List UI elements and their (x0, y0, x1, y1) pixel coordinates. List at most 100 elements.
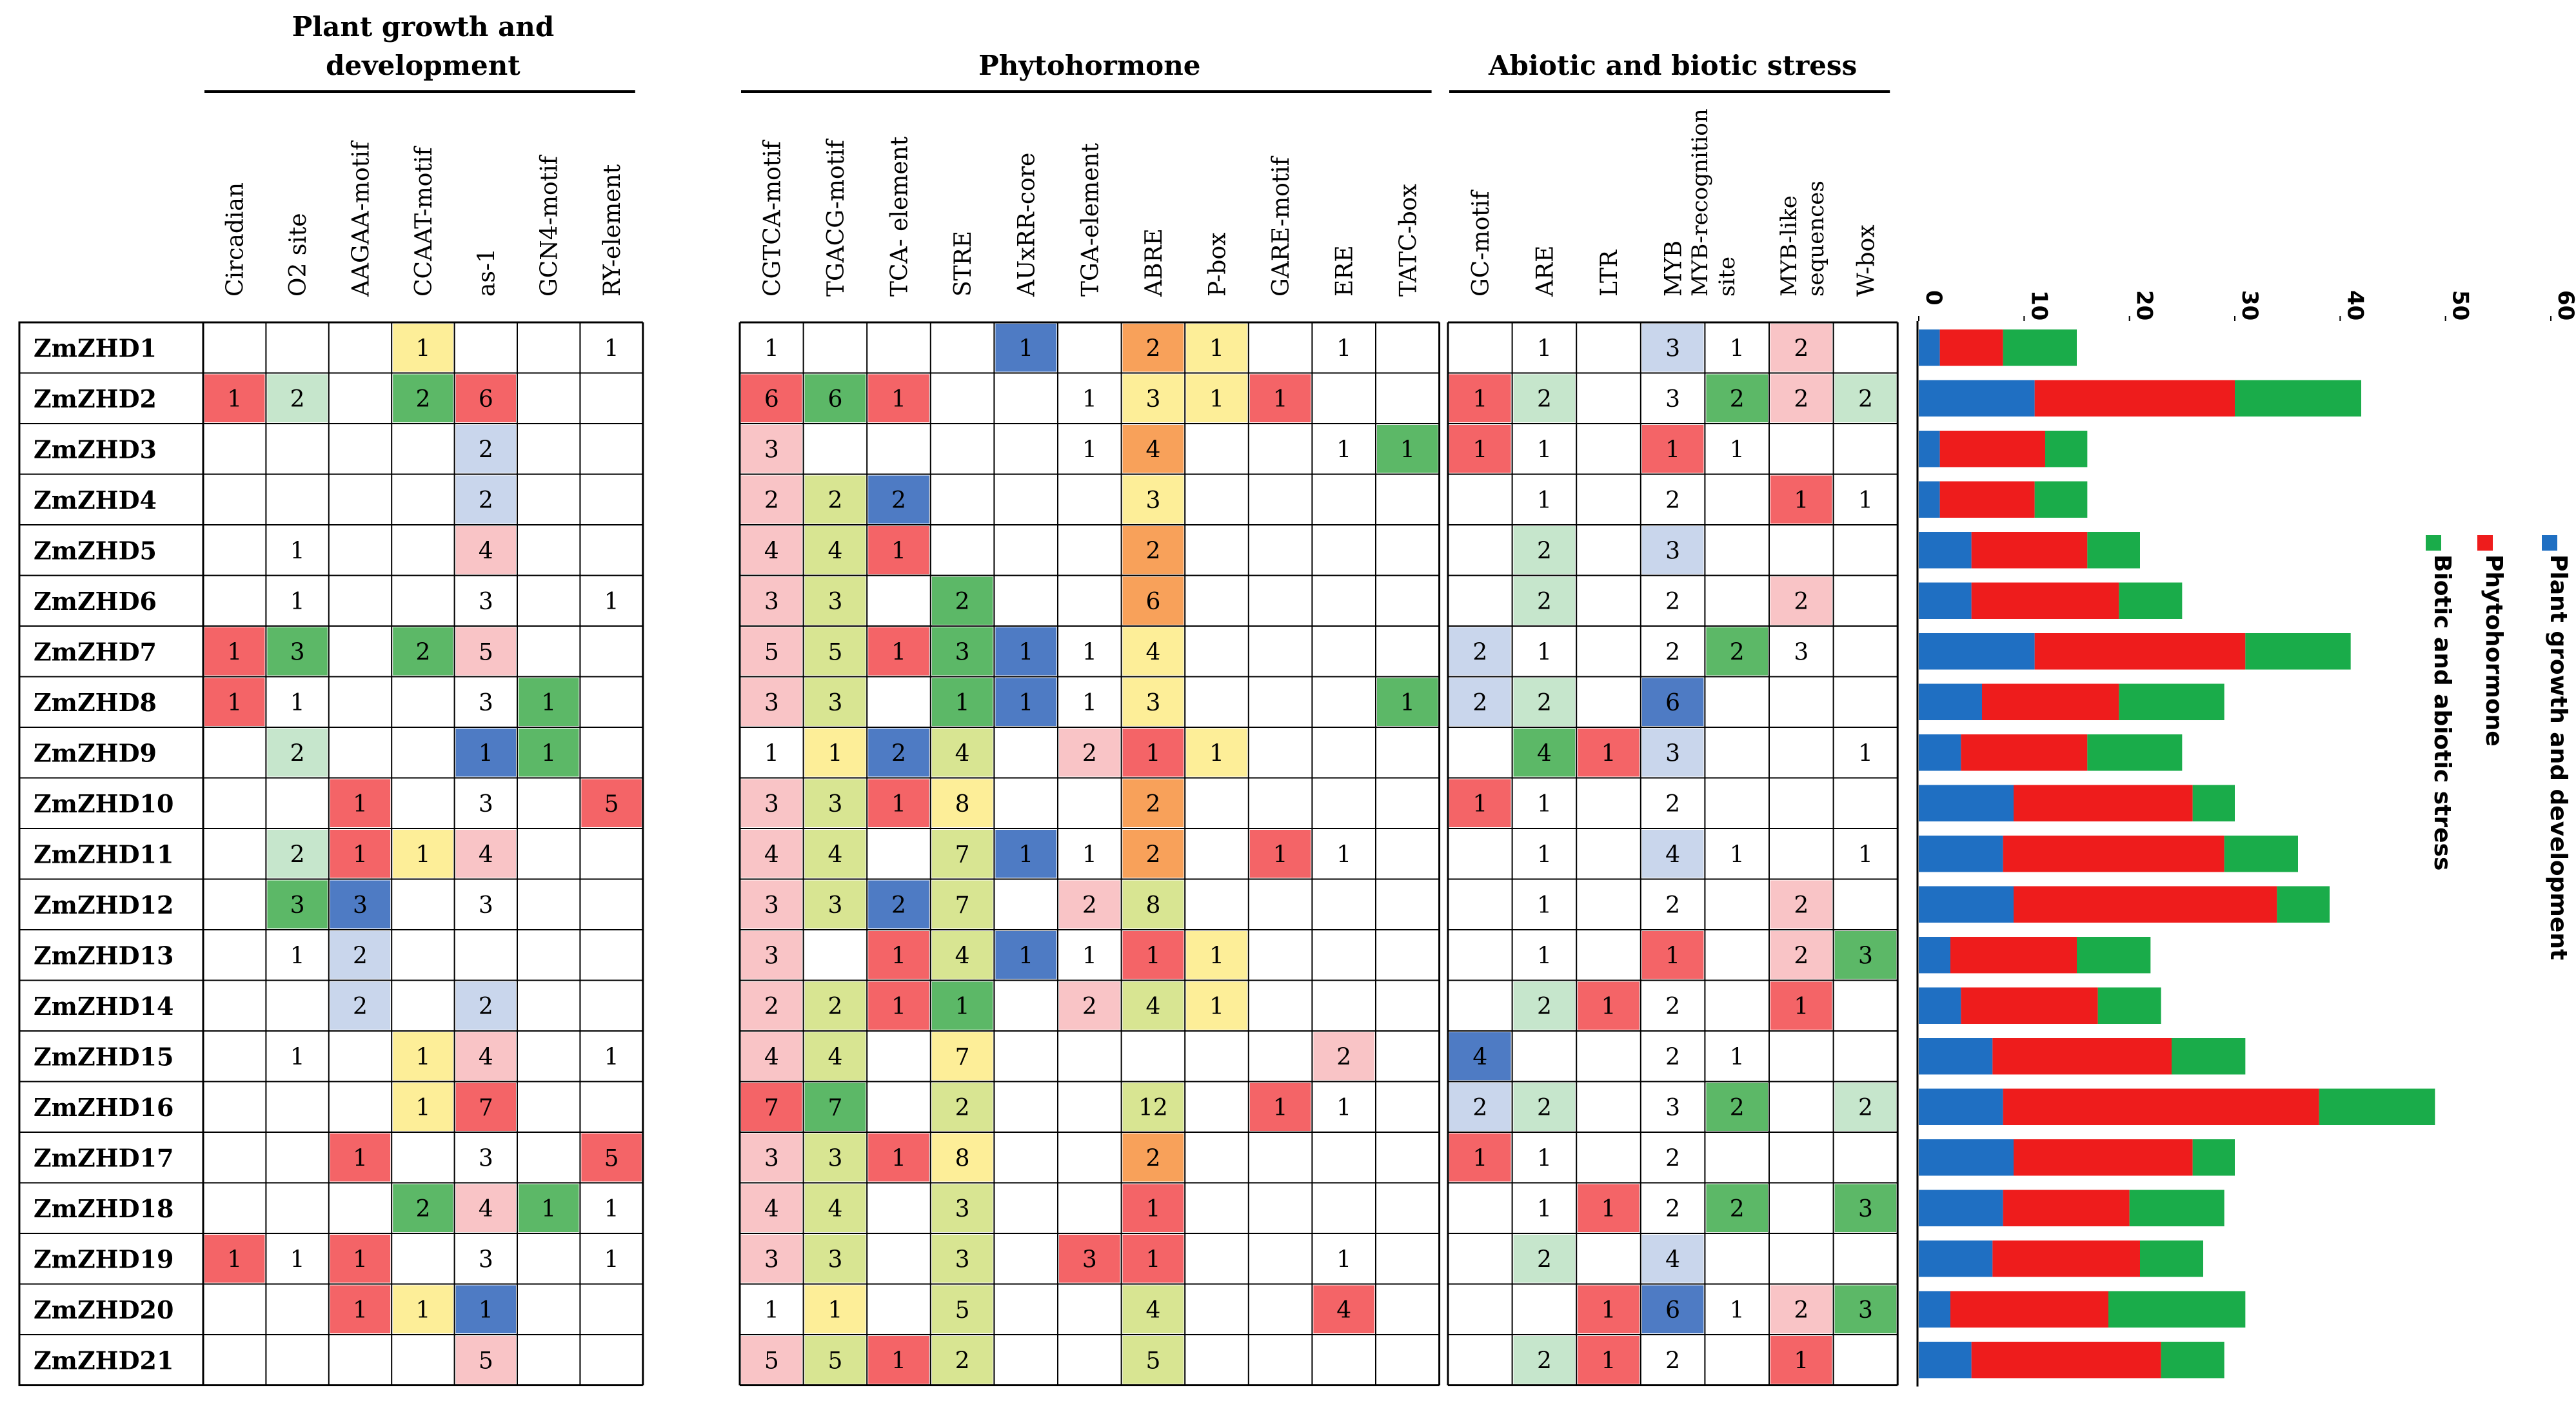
heatmap-cell (1377, 1184, 1438, 1232)
heatmap-cell (455, 324, 516, 372)
cell-value: 2 (1537, 538, 1552, 564)
heatmap-cell (868, 1235, 929, 1283)
row-label-zmzhd5: ZmZHD5 (34, 536, 157, 565)
heatmap-cell (519, 880, 579, 928)
heatmap-cell (330, 981, 391, 1030)
row-label-zmzhd14: ZmZHD14 (34, 992, 173, 1021)
heatmap-cell (330, 324, 391, 372)
heatmap-cell (804, 324, 866, 372)
cell-value: 3 (479, 589, 493, 615)
heatmap-cell (204, 627, 265, 676)
heatmap-cell (204, 576, 265, 625)
cell-value: 3 (1665, 740, 1680, 767)
cell-value: 1 (827, 1297, 842, 1324)
heatmap-cell (1770, 374, 1832, 422)
heatmap-cell (804, 425, 866, 473)
heatmap-cell (1513, 1285, 1576, 1333)
cell-value: 6 (1665, 690, 1680, 716)
cell-value: 6 (764, 386, 779, 413)
bar-zmzhd10-plant-growth-and-development (1919, 785, 2014, 821)
heatmap-cell (1313, 1235, 1374, 1283)
heatmap-cell (995, 830, 1056, 878)
cell-value: 1 (604, 1196, 619, 1222)
legend: Plant growth and development Phytohormone… (2426, 535, 2571, 960)
bar-zmzhd12-phytohormone (2014, 886, 2277, 923)
cell-value: 3 (479, 690, 493, 716)
heatmap-cell (1313, 576, 1374, 625)
heatmap-cell (931, 779, 993, 827)
heatmap-cell (1377, 1133, 1438, 1182)
heatmap-cell (1513, 1133, 1576, 1182)
cell-value: 1 (955, 994, 970, 1020)
heatmap-cell (1578, 374, 1640, 422)
heatmap-cell (1377, 374, 1438, 422)
heatmap-cell (931, 627, 993, 676)
row-label-zmzhd15: ZmZHD15 (34, 1042, 173, 1071)
cell-value: 3 (955, 1246, 970, 1273)
bar-zmzhd6-biotic-and-abiotic-stress (2119, 582, 2183, 619)
heatmap-cell (1059, 981, 1120, 1030)
heatmap-cell (1770, 779, 1832, 827)
cell-value: 1 (955, 690, 970, 716)
heatmap-cell (741, 576, 802, 625)
cell-value: 1 (1537, 335, 1552, 362)
heatmap-cell (1059, 627, 1120, 676)
heatmap-cell (581, 324, 642, 372)
heatmap-cell (995, 576, 1056, 625)
heatmap-cell (1578, 1184, 1640, 1232)
cell-value: 7 (955, 841, 970, 868)
heatmap-cell (1313, 1032, 1374, 1081)
heatmap-cell (868, 526, 929, 574)
heatmap-cell (1186, 729, 1247, 777)
cell-value: 1 (1601, 994, 1616, 1020)
heatmap-cell (1641, 576, 1704, 625)
cell-value: 3 (764, 892, 779, 919)
heatmap-cell (1513, 779, 1576, 827)
cell-value: 1 (1018, 639, 1033, 665)
heatmap-cell (330, 374, 391, 422)
heatmap-cell (455, 1235, 516, 1283)
heatmap-cell (931, 981, 993, 1030)
cell-value: 4 (479, 538, 493, 564)
heatmap-cell (868, 729, 929, 777)
heatmap-cell (995, 1184, 1056, 1232)
cell-value: 3 (827, 690, 842, 716)
cell-value: 4 (1537, 740, 1552, 767)
heatmap-cell (868, 1032, 929, 1081)
bar-zmzhd15-phytohormone (1992, 1038, 2172, 1075)
heatmap-cell (741, 475, 802, 524)
heatmap-cell (1641, 1235, 1704, 1283)
bar-axis-tick-label: 30 (2237, 290, 2263, 320)
heatmap-cell (393, 425, 453, 473)
heatmap-cell (267, 779, 328, 827)
heatmap-cell (1641, 729, 1704, 777)
heatmap-cell (519, 475, 579, 524)
heatmap-cell (1706, 981, 1768, 1030)
heatmap-cell (1313, 526, 1374, 574)
cell-value: 2 (1082, 892, 1097, 919)
heatmap-cell (1449, 1133, 1511, 1182)
heatmap-cell (519, 830, 579, 878)
heatmap-cell (1513, 1083, 1576, 1131)
heatmap-cell (330, 1133, 391, 1182)
cell-value: 3 (1145, 690, 1160, 716)
heatmap-cell (1770, 425, 1832, 473)
cell-value: 2 (1472, 639, 1487, 665)
cell-value: 1 (227, 690, 242, 716)
row-label-zmzhd18: ZmZHD18 (34, 1194, 173, 1223)
heatmap-cell (1578, 425, 1640, 473)
heatmap-cell (519, 981, 579, 1030)
cell-value: 3 (764, 436, 779, 463)
heatmap-cell (931, 678, 993, 726)
heatmap-cell (267, 374, 328, 422)
cell-value: 1 (1082, 943, 1097, 969)
cell-value: 1 (1273, 841, 1288, 868)
cell-value: 3 (764, 1145, 779, 1172)
cell-value: 2 (1472, 1095, 1487, 1121)
heatmap-cell (995, 374, 1056, 422)
legend-label-phytohormone: Phytohormone (2481, 554, 2507, 747)
heatmap-cell (1834, 830, 1897, 878)
heatmap-cell (741, 1032, 802, 1081)
heatmap-cell (1186, 627, 1247, 676)
heatmap-cell (519, 1184, 579, 1232)
